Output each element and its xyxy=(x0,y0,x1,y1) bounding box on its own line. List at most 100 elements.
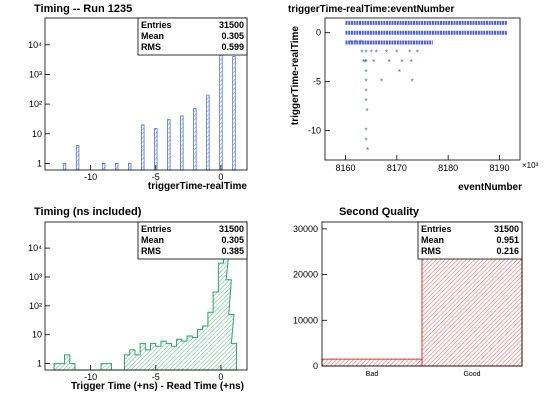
timing-stats-value: 0.599 xyxy=(221,42,244,52)
timing-x-tick-label: -5 xyxy=(152,172,160,182)
quality-y-tick-label: 30000 xyxy=(293,224,318,234)
scatter-y-tick-label: -10 xyxy=(308,126,321,136)
timing-bar xyxy=(115,163,118,170)
quality-y-tick-label: 20000 xyxy=(293,270,318,280)
timing-ns-x-tick-label: -10 xyxy=(84,372,97,382)
scatter-point: * xyxy=(364,136,367,145)
scatter-point: * xyxy=(372,58,375,67)
scatter-point: * xyxy=(360,48,363,57)
scatter-point: * xyxy=(364,48,367,57)
timing-stats-label: RMS xyxy=(141,42,161,52)
quality-stats-value: 0.216 xyxy=(496,246,519,256)
scatter-point: * xyxy=(364,127,367,136)
scatter-point: * xyxy=(388,58,391,67)
scatter-y-tick-label: 0 xyxy=(316,28,321,38)
timing-stats-value: 0.305 xyxy=(221,31,244,41)
scatter-point: * xyxy=(385,48,388,57)
quality-y-tick-label: 10000 xyxy=(293,315,318,325)
timing-stats-label: Entries xyxy=(141,20,172,30)
scatter-point: * xyxy=(366,107,369,116)
scatter-xlabel: eventNumber xyxy=(458,182,522,193)
quality-stats-value: 31500 xyxy=(494,224,519,234)
timing-x-tick-label: -10 xyxy=(84,172,97,182)
scatter-y-tick-label: -5 xyxy=(313,77,321,87)
scatter-point: * xyxy=(364,58,367,67)
quality-stats-label: Mean xyxy=(421,235,444,245)
timing-y-tick-label: 10 xyxy=(32,129,42,139)
scatter-point: * xyxy=(395,48,398,57)
scatter-x-tick-label: 8170 xyxy=(387,163,407,173)
timing-y-tick-label: 10³ xyxy=(29,69,42,79)
timing-bar xyxy=(233,57,236,170)
timing-ns-stats-label: Mean xyxy=(141,235,164,245)
scatter-point: * xyxy=(398,68,401,77)
timing-histogram-panel: Timing -- Run 1235 triggerTime-realTime … xyxy=(28,3,247,192)
scatter-point: * xyxy=(366,146,369,155)
timing-ns-stats-label: Entries xyxy=(141,224,172,234)
scatter-point: * xyxy=(349,38,352,47)
timing-ns-xlabel: Trigger Time (+ns) - Read Time (+ns) xyxy=(71,381,244,392)
timing-ns-y-tick-label: 1 xyxy=(37,359,42,369)
quality-x-tick-label: Bad xyxy=(366,371,379,378)
scatter-point: * xyxy=(364,68,367,77)
quality-stats-label: RMS xyxy=(421,246,441,256)
timing-y-tick-label: 10² xyxy=(29,99,42,109)
scatter-point: * xyxy=(400,58,403,67)
scatter-point: * xyxy=(408,48,411,57)
scatter-point: * xyxy=(364,78,367,87)
scatter-x-tick-label: 8160 xyxy=(336,163,356,173)
scatter-point: * xyxy=(364,97,367,106)
timing-bar xyxy=(141,125,144,170)
timing-bar xyxy=(102,163,105,170)
timing-ns-x-tick-label: -5 xyxy=(152,372,160,382)
timing-xlabel: triggerTime-realTime xyxy=(148,181,248,192)
quality-bar xyxy=(322,359,422,366)
timing-bar xyxy=(207,95,210,170)
quality-stats-label: Entries xyxy=(421,224,452,234)
timing-stats-label: Mean xyxy=(141,31,164,41)
timing-ns-y-tick-label: 10 xyxy=(32,330,42,340)
scatter-point: * xyxy=(354,38,357,47)
timing-bar xyxy=(181,116,184,170)
timing-y-tick-label: 1 xyxy=(37,158,42,168)
timing-ns-y-tick-label: 10² xyxy=(29,301,42,311)
timing-ns-y-tick-label: 10⁴ xyxy=(28,243,42,253)
scatter-point: * xyxy=(416,48,419,57)
timing-bar xyxy=(128,163,131,170)
quality-title: Second Quality xyxy=(339,206,420,218)
timing-ns-x-tick-label: 0 xyxy=(218,372,223,382)
scatter-point: * xyxy=(411,78,414,87)
timing-bar xyxy=(154,129,157,170)
scatter-point: * xyxy=(370,48,373,57)
timing-stats-value: 31500 xyxy=(219,20,244,30)
timing-x-tick-label: 0 xyxy=(218,172,223,182)
second-quality-panel: Second Quality Bad Good 0 10000 20000 30000 En… xyxy=(293,206,522,378)
timing-ns-stats-value: 0.385 xyxy=(221,246,244,256)
timing-bar xyxy=(168,120,171,170)
timing-bar xyxy=(194,109,197,170)
timing-ns-histogram-panel: Timing (ns included) Trigger Time (+ns) … xyxy=(28,206,247,392)
scatter-ylabel: triggerTime-realTime xyxy=(290,26,301,126)
scatter-point: * xyxy=(380,78,383,87)
quality-x-tick-label: Good xyxy=(463,371,480,378)
quality-y-tick-label: 0 xyxy=(313,361,318,371)
scatter-point: * xyxy=(375,48,378,57)
scatter-point: * xyxy=(364,87,367,96)
scatter-title: triggerTime-realTime:eventNumber xyxy=(288,4,454,15)
timing-ns-title: Timing (ns included) xyxy=(34,206,142,218)
scatter-panel: triggerTime-realTime:eventNumber eventNu… xyxy=(288,4,539,193)
timing-ns-stats-label: RMS xyxy=(141,246,161,256)
scatter-point: * xyxy=(410,58,413,67)
timing-ns-y-tick-label: 10³ xyxy=(29,272,42,282)
timing-ns-stats-value: 0.305 xyxy=(221,235,244,245)
scatter-point: * xyxy=(359,38,362,47)
scatter-x-multiplier: ×10³ xyxy=(522,161,539,170)
scatter-x-tick-label: 8180 xyxy=(438,163,458,173)
timing-ns-stats-value: 31500 xyxy=(219,224,244,234)
timing-title: Timing -- Run 1235 xyxy=(34,3,132,15)
timing-bar xyxy=(63,163,66,170)
quality-stats-value: 0.951 xyxy=(496,235,519,245)
timing-bar xyxy=(76,146,79,170)
timing-y-tick-label: 10⁴ xyxy=(28,40,42,50)
